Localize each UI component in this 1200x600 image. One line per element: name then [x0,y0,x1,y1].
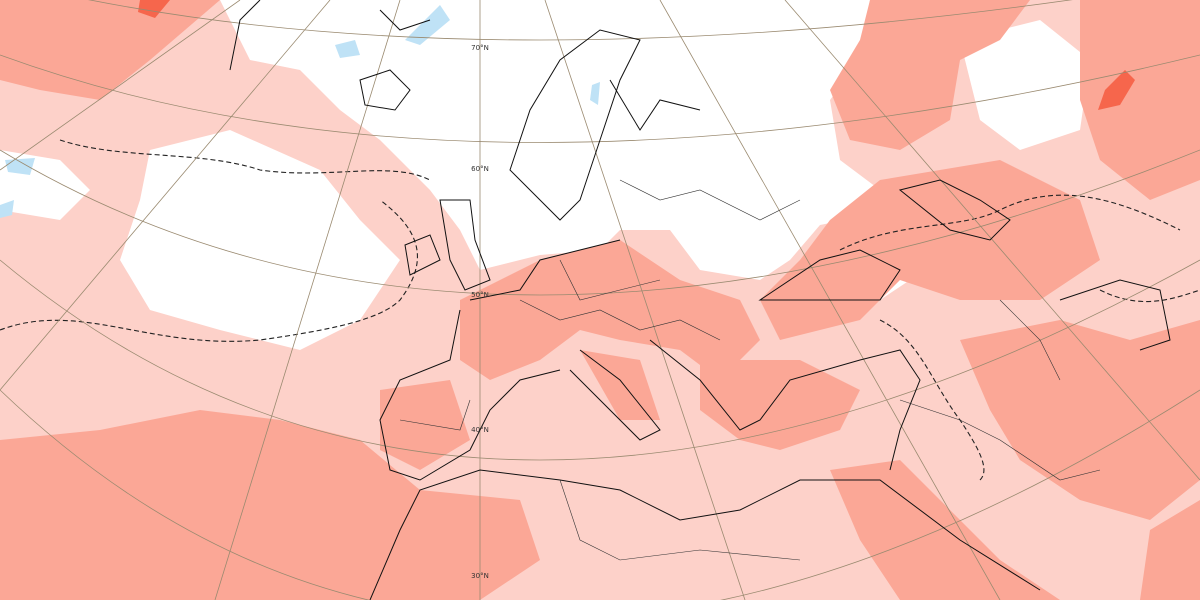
latitude-label: 70°N [471,44,489,52]
latitude-label: 50°N [471,291,489,299]
coastlines [229,0,1171,600]
borders [399,179,1101,561]
latitude-labels: 70°N 60°N 50°N 40°N 30°N [471,44,489,580]
latitude-label: 40°N [471,426,489,434]
negative-anomaly-areas [0,5,600,218]
dashed-contours [0,139,1200,481]
no-anomaly-areas [0,0,1090,350]
strong-anomaly-areas [138,0,1135,110]
latitude-label: 30°N [471,572,489,580]
latitude-label: 60°N [471,165,489,173]
